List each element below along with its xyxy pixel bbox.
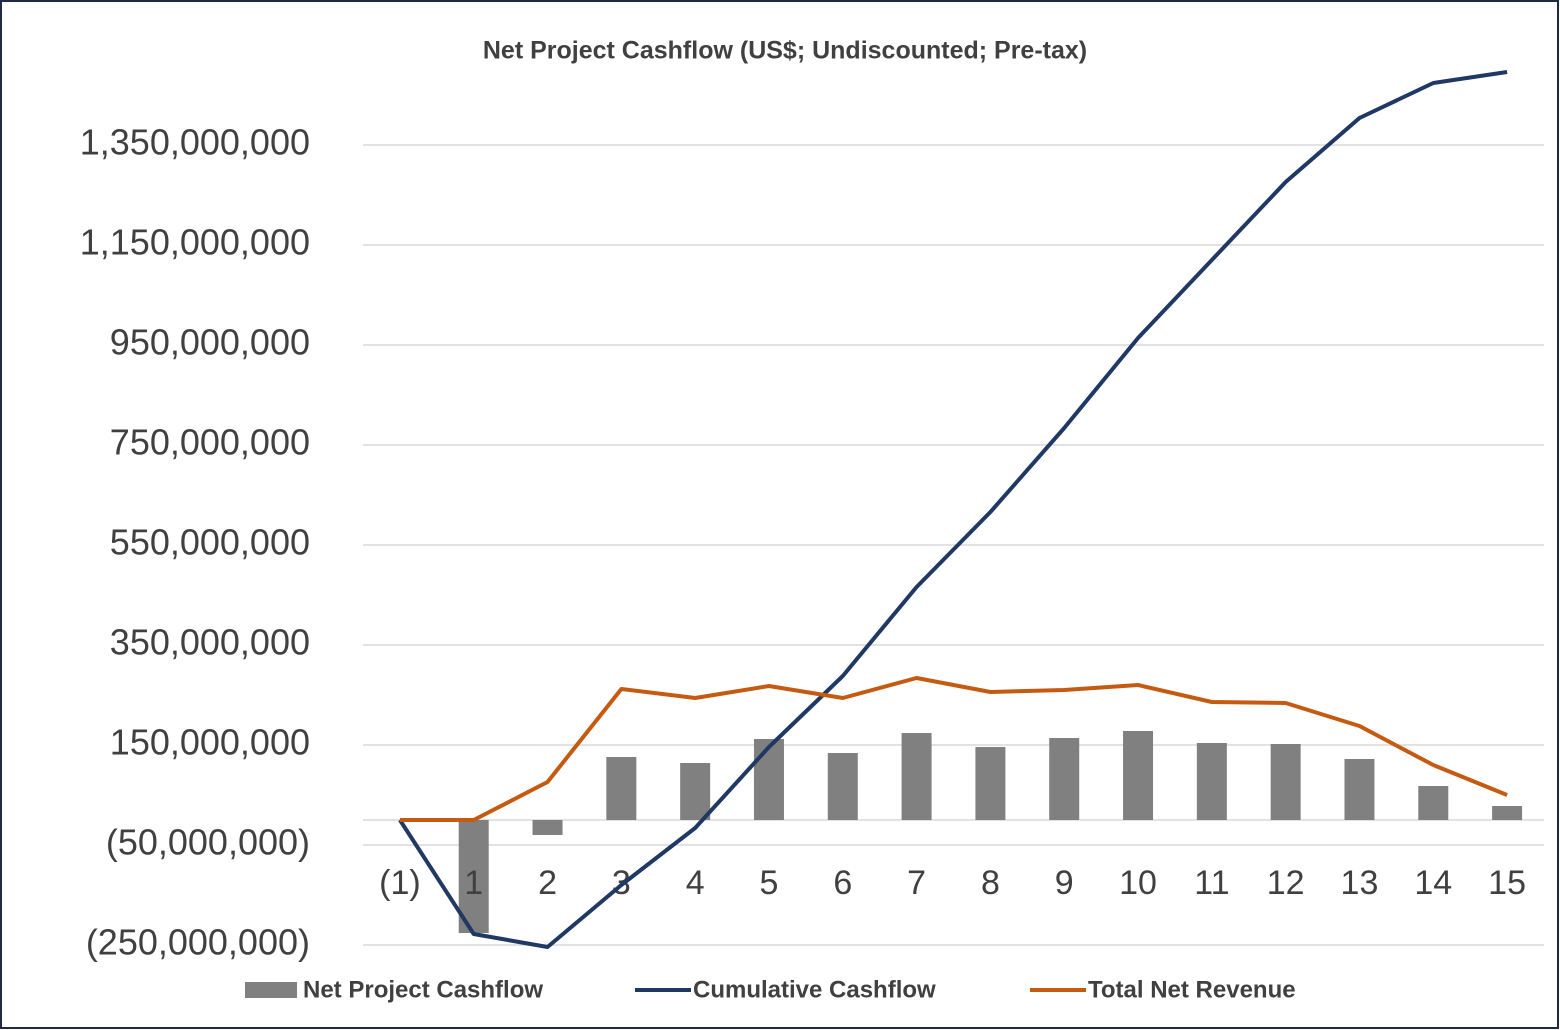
x-tick-label: 15 xyxy=(1488,864,1526,902)
bar xyxy=(1418,786,1449,820)
y-tick-label: 550,000,000 xyxy=(110,522,310,563)
x-tick-label: 10 xyxy=(1119,864,1157,902)
x-tick-label: 9 xyxy=(1055,864,1074,902)
x-tick-label: 2 xyxy=(538,864,557,902)
x-tick-label: 8 xyxy=(981,864,1000,902)
bar xyxy=(753,739,784,820)
x-tick-label: 14 xyxy=(1414,864,1452,902)
x-tick-label: 11 xyxy=(1194,864,1229,902)
legend-label: Net Project Cashflow xyxy=(303,976,543,1003)
line-series xyxy=(399,676,1508,822)
bar xyxy=(1492,806,1523,820)
bar xyxy=(1049,738,1080,820)
x-tick-label: 12 xyxy=(1267,864,1305,902)
y-tick-label: 1,150,000,000 xyxy=(80,222,310,263)
x-tick-label: 5 xyxy=(760,864,779,902)
x-tick-label: 4 xyxy=(686,864,705,902)
y-tick-label: 750,000,000 xyxy=(110,422,310,463)
bar xyxy=(1123,731,1154,820)
x-tick-label: 7 xyxy=(907,864,926,902)
bar xyxy=(1270,744,1301,820)
bar xyxy=(901,733,932,820)
y-tick-label: 950,000,000 xyxy=(110,322,310,363)
bar xyxy=(606,757,637,820)
y-tick-label: 150,000,000 xyxy=(110,722,310,763)
y-tick-label: 350,000,000 xyxy=(110,622,310,663)
x-tick-label: 6 xyxy=(833,864,852,902)
legend-label: Cumulative Cashflow xyxy=(693,976,936,1003)
bar xyxy=(827,753,858,820)
bar xyxy=(458,820,489,933)
x-tick-label: (1) xyxy=(379,864,421,902)
legend-label: Total Net Revenue xyxy=(1088,976,1296,1003)
x-tick-label: 1 xyxy=(464,864,483,902)
bar xyxy=(680,763,711,820)
legend-swatch xyxy=(245,982,297,998)
y-tick-label: (50,000,000) xyxy=(106,822,310,863)
y-tick-label: (250,000,000) xyxy=(86,922,310,963)
chart-title: Net Project Cashflow (US$; Undiscounted;… xyxy=(483,37,1087,65)
bar xyxy=(1196,743,1227,820)
bar xyxy=(975,747,1006,820)
x-tick-label: 13 xyxy=(1341,864,1379,902)
y-tick-label: 1,350,000,000 xyxy=(80,122,310,163)
line-series xyxy=(398,70,1508,949)
bar xyxy=(1344,759,1375,820)
bar xyxy=(532,820,563,835)
